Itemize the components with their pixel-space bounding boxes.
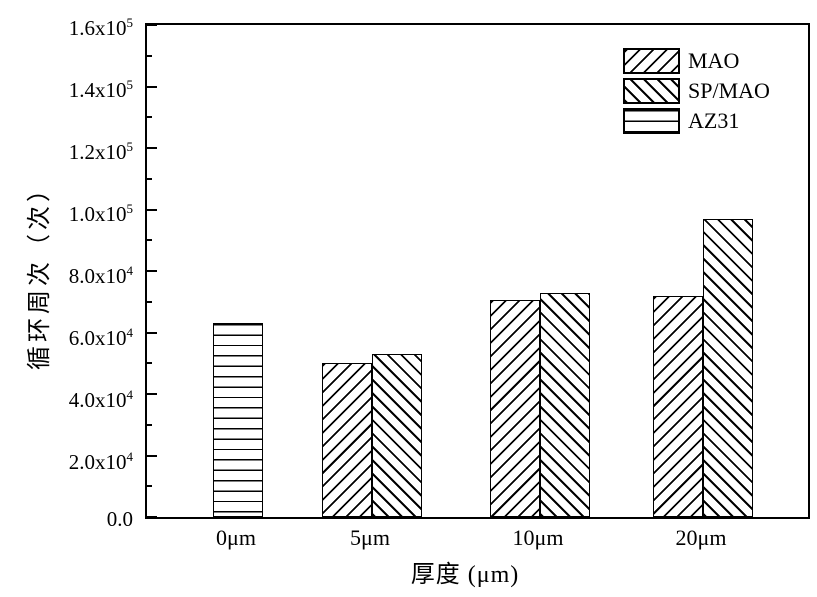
y-minor-tick (147, 362, 152, 365)
y-axis-title: 循环周次（次） (27, 174, 53, 370)
y-major-tick (147, 270, 157, 272)
y-tick-label: 0.0 (106, 507, 133, 531)
y-major-tick (147, 516, 157, 518)
plot-area (145, 23, 810, 519)
legend-item-SP-MAO: SP/MAO (623, 78, 770, 104)
legend-item-MAO: MAO (623, 48, 770, 74)
legend-label: MAO (688, 48, 740, 73)
y-major-tick (147, 147, 157, 149)
bar-MAO-10μm (490, 300, 540, 517)
bar-SP-MAO-10μm (540, 292, 590, 517)
legend-label: SP/MAO (688, 78, 770, 103)
y-tick-label: 2.0x104 (68, 449, 133, 474)
y-minor-tick (147, 54, 152, 57)
y-tick-label: 1.0x105 (68, 201, 133, 226)
y-tick-label: 6.0x104 (68, 325, 133, 350)
y-axis-tick-labels: 0.0 2.0x104 4.0x104 6.0x104 8.0x104 1.0x105 1.… (0, 15, 139, 531)
bar-AZ31-0μm (213, 323, 263, 517)
y-minor-tick (147, 300, 152, 303)
y-major-tick (147, 85, 157, 88)
bar-SP-MAO-5μm (372, 354, 422, 517)
legend-swatch-diagonal-forward-icon (623, 48, 680, 74)
y-tick-label: 1.2x105 (68, 139, 133, 164)
bar-MAO-20μm (653, 295, 703, 517)
y-tick-label: 8.0x104 (68, 263, 133, 288)
bar-SP-MAO-20μm (703, 218, 753, 517)
y-major-tick (147, 393, 157, 395)
x-tick-label-5μm: 5μm (350, 525, 390, 550)
y-minor-tick (147, 239, 152, 242)
legend-swatch-horizontal-icon (623, 108, 680, 134)
y-tick-label: 1.4x105 (68, 77, 133, 102)
legend-item-AZ31: AZ31 (623, 108, 770, 134)
y-major-tick (147, 24, 157, 26)
x-tick-label-0μm: 0μm (216, 525, 256, 550)
y-tick-label: 4.0x104 (68, 387, 133, 412)
legend: MAO SP/MAO AZ31 (623, 48, 770, 138)
y-minor-tick (147, 177, 152, 180)
x-tick-label-10μm: 10μm (512, 525, 564, 550)
y-minor-tick (147, 423, 152, 426)
y-minor-tick (147, 485, 152, 488)
y-minor-tick (147, 116, 152, 119)
x-tick-label-20μm: 20μm (675, 525, 727, 550)
y-tick-label: 1.6x105 (68, 15, 133, 40)
bar-MAO-5μm (322, 363, 372, 517)
x-axis-title: 厚度 (μm) (410, 562, 520, 588)
y-major-tick (147, 208, 157, 211)
legend-swatch-diagonal-backward-icon (623, 78, 680, 104)
y-major-tick (147, 454, 157, 457)
y-major-tick (147, 331, 157, 334)
legend-label: AZ31 (688, 108, 740, 133)
